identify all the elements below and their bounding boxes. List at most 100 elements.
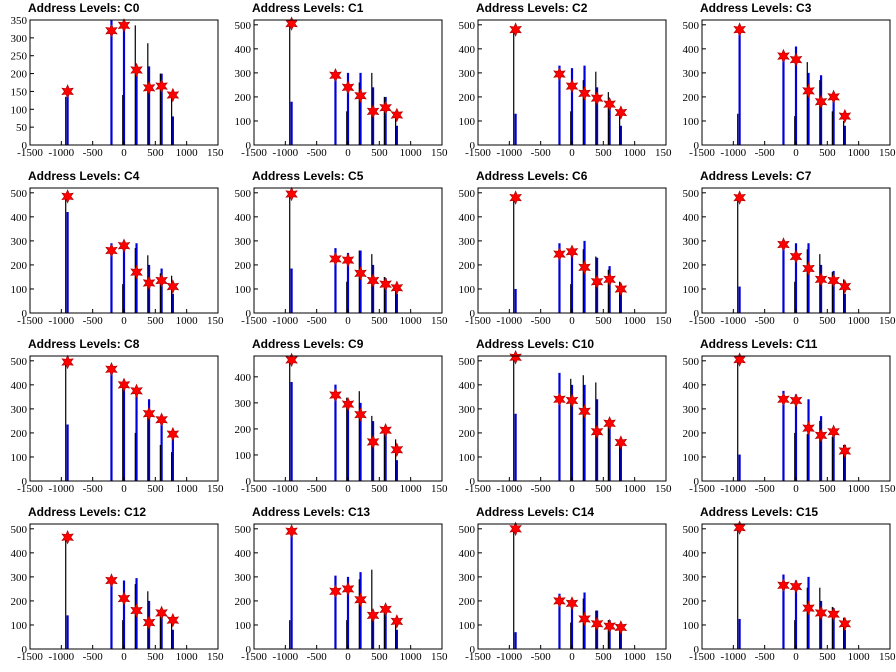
x-tick-label: -500 — [755, 651, 776, 663]
y-tick-label: 200 — [11, 596, 28, 608]
peak-marker — [733, 520, 746, 535]
peak-marker — [814, 428, 828, 443]
y-tick-label: 200 — [683, 92, 700, 104]
chart-svg: Address Levels: C13 0 100 200 300 400 500 -1500… — [235, 505, 449, 663]
x-tick-label: 0 — [793, 315, 799, 327]
peak-marker — [329, 68, 342, 83]
y-tick-label: 400 — [235, 44, 252, 56]
peak-marker — [777, 578, 790, 593]
chart-title: Address Levels: C5 — [252, 169, 364, 183]
x-tick-label: 1500 — [655, 147, 672, 159]
x-tick-label: -500 — [307, 651, 328, 663]
peak-marker — [578, 260, 591, 275]
peak-marker — [341, 581, 355, 597]
chart-title: Address Levels: C11 — [700, 337, 818, 351]
y-tick-label: 300 — [11, 236, 28, 248]
y-tick-label: 500 — [683, 356, 700, 368]
y-tick-label: 100 — [11, 104, 28, 116]
y-tick-label: 100 — [683, 620, 700, 632]
x-tick-label: -1500 — [689, 651, 715, 663]
y-tick-label: 100 — [11, 284, 28, 296]
x-tick-label: -1500 — [689, 315, 715, 327]
peak-marker — [509, 349, 522, 365]
x-tick-label: 1500 — [655, 651, 672, 663]
x-tick-label: 500 — [147, 651, 164, 663]
chart-title: Address Levels: C9 — [252, 337, 364, 351]
chart-panel: Address Levels: C3 0 100 200 300 400 500 -1500-… — [672, 0, 896, 168]
chart-title: Address Levels: C12 — [28, 505, 146, 519]
x-tick-label: 1500 — [879, 147, 896, 159]
y-tick-label: 300 — [459, 404, 476, 416]
y-tick-label: 500 — [235, 20, 252, 32]
y-tick-label: 200 — [683, 428, 700, 440]
y-tick-label: 200 — [683, 260, 700, 272]
peak-marker — [379, 422, 392, 438]
peak-marker — [827, 89, 840, 105]
chart-panel: Address Levels: C13 0 100 200 300 400 500 -1500… — [224, 504, 449, 672]
y-tick-label: 400 — [459, 380, 476, 392]
x-tick-label: -1000 — [272, 651, 298, 663]
peak-marker — [390, 442, 404, 458]
y-tick-label: 200 — [11, 260, 28, 272]
x-tick-label: -500 — [83, 315, 104, 327]
x-tick-label: -1500 — [241, 483, 267, 495]
y-tick-label: 200 — [11, 428, 28, 440]
peak-marker — [130, 62, 143, 78]
chart-title: Address Levels: C0 — [28, 1, 140, 15]
peak-marker — [105, 361, 118, 377]
x-tick-label: -1000 — [272, 315, 298, 327]
x-tick-label: 500 — [147, 315, 164, 327]
x-tick-label: -1500 — [465, 315, 491, 327]
x-tick-label: -1500 — [17, 483, 43, 495]
peak-marker — [366, 273, 380, 288]
peak-marker — [155, 78, 168, 94]
y-tick-label: 300 — [459, 236, 476, 248]
y-tick-label: 0 — [470, 140, 476, 152]
chart-panel: Address Levels: C6 0 100 200 300 400 500 -1500-… — [448, 168, 673, 336]
peak-marker — [802, 83, 815, 99]
peak-marker — [614, 105, 628, 120]
x-tick-label: -500 — [83, 147, 104, 159]
x-tick-label: 0 — [793, 651, 799, 663]
x-tick-label: 1500 — [879, 651, 896, 663]
y-tick-label: 300 — [11, 404, 28, 416]
y-tick-label: 500 — [11, 356, 28, 368]
x-tick-label: -500 — [307, 147, 328, 159]
peak-marker — [590, 616, 604, 632]
y-tick-label: 0 — [470, 476, 476, 488]
x-tick-label: 0 — [793, 147, 799, 159]
peak-marker — [590, 90, 604, 106]
chart-title: Address Levels: C10 — [476, 337, 594, 351]
y-tick-label: 100 — [459, 620, 476, 632]
y-tick-label: 100 — [235, 620, 252, 632]
x-tick-label: 500 — [371, 147, 388, 159]
y-tick-label: 100 — [235, 450, 252, 462]
y-tick-label: 300 — [235, 68, 252, 80]
chart-panel: Address Levels: C1 0 100 200 300 400 500 -1500-… — [224, 0, 449, 168]
x-tick-label: 500 — [819, 147, 836, 159]
chart-title: Address Levels: C15 — [700, 505, 818, 519]
x-tick-label: -1000 — [720, 147, 746, 159]
x-tick-label: 0 — [345, 651, 351, 663]
peak-marker — [777, 48, 790, 64]
x-tick-label: 1500 — [431, 315, 448, 327]
y-tick-label: 300 — [683, 68, 700, 80]
y-tick-label: 0 — [246, 476, 252, 488]
peak-marker — [285, 16, 298, 31]
peak-marker — [838, 108, 852, 124]
x-tick-label: 500 — [595, 651, 612, 663]
peak-marker — [777, 392, 790, 407]
y-tick-label: 500 — [459, 356, 476, 368]
y-tick-label: 100 — [235, 284, 252, 296]
peak-marker — [827, 606, 840, 622]
x-tick-label: 1000 — [400, 483, 423, 495]
y-tick-label: 0 — [470, 644, 476, 656]
x-tick-label: 0 — [121, 483, 127, 495]
y-tick-label: 0 — [246, 644, 252, 656]
peak-marker — [61, 84, 74, 99]
peak-marker — [117, 377, 131, 393]
peak-marker — [838, 616, 852, 632]
y-tick-label: 500 — [235, 524, 252, 536]
chart-title: Address Levels: C3 — [700, 1, 812, 15]
peak-marker — [329, 387, 342, 403]
